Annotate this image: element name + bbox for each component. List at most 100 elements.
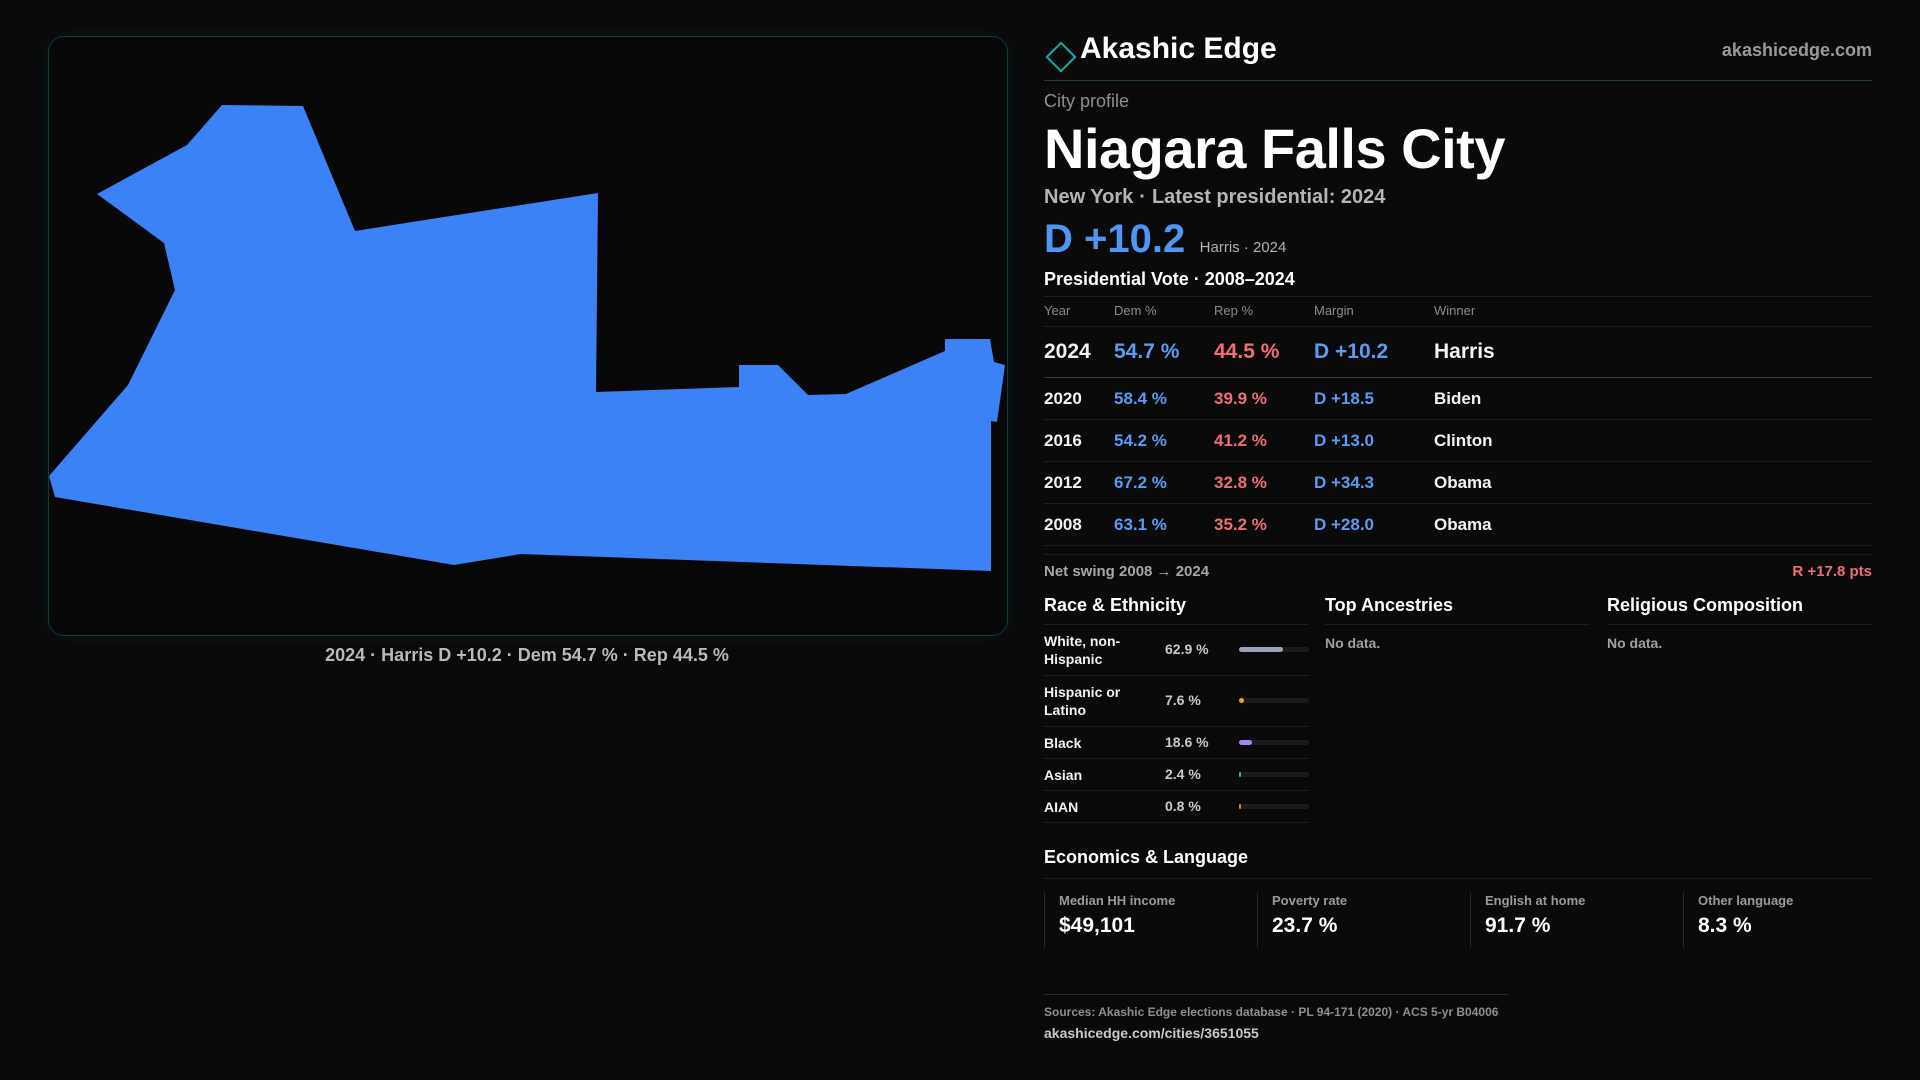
table-row: 2024 54.7 % 44.5 % D +10.2 Harris <box>1044 326 1872 378</box>
stat-label: Poverty rate <box>1272 893 1348 908</box>
race-bar-track <box>1239 647 1309 652</box>
religion-section: Religious Composition No data. <box>1607 589 1872 651</box>
column-header-rep: Rep % <box>1214 296 1314 327</box>
headline-margin: D +10.2 <box>1044 217 1186 261</box>
race-label: Asian <box>1044 767 1083 783</box>
race-bar <box>1239 804 1242 809</box>
table-row: 2016 54.2 % 41.2 % D +13.0 Clinton <box>1044 419 1872 462</box>
economics-heading: Economics & Language <box>1044 847 1872 879</box>
table-row: 2012 67.2 % 32.8 % D +34.3 Obama <box>1044 461 1872 504</box>
dem-share-cell: 63.1 % <box>1114 503 1214 546</box>
race-row: AIAN 0.8 % <box>1044 791 1309 823</box>
headline-note: Harris · 2024 <box>1199 239 1287 256</box>
race-row: Hispanic or Latino 7.6 % <box>1044 676 1309 727</box>
race-bar-track <box>1239 698 1309 703</box>
brand-header: Akashic Edge akashicedge.com <box>1044 30 1872 81</box>
race-value: 18.6 % <box>1165 734 1209 750</box>
poverty-rate-stat: Poverty rate 23.7 % <box>1257 893 1468 947</box>
profile-subtitle: New York · Latest presidential: 2024 <box>1044 186 1386 208</box>
net-swing-label: Net swing 2008 → 2024 <box>1044 563 1210 580</box>
margin-cell: D +13.0 <box>1314 419 1434 462</box>
rep-share-cell: 41.2 % <box>1214 419 1314 462</box>
column-header-year: Year <box>1044 296 1114 327</box>
race-bar <box>1239 740 1253 745</box>
footer: Sources: Akashic Edge elections database… <box>1044 994 1508 1041</box>
table-row: 2008 63.1 % 35.2 % D +28.0 Obama <box>1044 503 1872 546</box>
column-header-dem: Dem % <box>1114 296 1214 327</box>
city-boundary-shape[interactable] <box>49 105 1005 571</box>
race-value: 62.9 % <box>1165 641 1209 657</box>
dem-share-cell: 54.2 % <box>1114 419 1214 462</box>
table-header-row: Year Dem % Rep % Margin Winner <box>1044 296 1872 327</box>
year-cell: 2008 <box>1044 503 1114 546</box>
other-language-stat: Other language 8.3 % <box>1683 893 1894 947</box>
race-row: Asian 2.4 % <box>1044 759 1309 791</box>
stat-label: Other language <box>1698 893 1794 908</box>
winner-cell: Obama <box>1434 503 1872 546</box>
rep-share-cell: 44.5 % <box>1214 326 1314 378</box>
year-cell: 2024 <box>1044 326 1114 378</box>
race-ethnicity-heading: Race & Ethnicity <box>1044 589 1309 625</box>
year-cell: 2020 <box>1044 377 1114 420</box>
year-cell: 2016 <box>1044 419 1114 462</box>
winner-cell: Obama <box>1434 461 1872 504</box>
race-row: Black 18.6 % <box>1044 727 1309 759</box>
race-value: 0.8 % <box>1165 798 1201 814</box>
brand-url-link[interactable]: akashicedge.com <box>1721 40 1872 60</box>
stat-label: Median HH income <box>1059 893 1176 908</box>
column-header-winner: Winner <box>1434 296 1872 327</box>
stat-value: 91.7 % <box>1485 914 1551 937</box>
latest-election: Latest presidential: 2024 <box>1151 186 1386 208</box>
profile-eyebrow: City profile <box>1044 91 1130 111</box>
stat-value: 23.7 % <box>1272 914 1338 937</box>
net-swing-row: Net swing 2008 → 2024 R +17.8 pts <box>1044 554 1872 585</box>
state-name: New York <box>1044 186 1134 208</box>
city-boundary-map <box>49 105 1005 571</box>
presidential-vote-heading: Presidential Vote · 2008–2024 <box>1044 269 1295 289</box>
race-label: Hispanic or Latino <box>1044 684 1121 718</box>
headline-result: D +10.2 Harris · 2024 <box>1044 217 1872 263</box>
margin-cell: D +10.2 <box>1314 326 1434 378</box>
stat-label: English at home <box>1485 893 1586 908</box>
race-bar <box>1239 647 1284 652</box>
profile-panel: Akashic Edge akashicedge.com City profil… <box>1044 30 1872 963</box>
race-bar-track <box>1239 740 1309 745</box>
race-label: White, non-Hispanic <box>1044 633 1121 667</box>
ancestries-section: Top Ancestries No data. <box>1325 589 1590 651</box>
margin-cell: D +34.3 <box>1314 461 1434 504</box>
median-income-stat: Median HH income $49,101 <box>1044 893 1255 947</box>
race-label: AIAN <box>1044 799 1079 815</box>
economics-grid: Median HH income $49,101 Poverty rate 23… <box>1044 893 1872 963</box>
table-row: 2020 58.4 % 39.9 % D +18.5 Biden <box>1044 377 1872 420</box>
page-url-link[interactable]: akashicedge.com/cities/3651055 <box>1044 1025 1259 1041</box>
rep-share-cell: 39.9 % <box>1214 377 1314 420</box>
ancestries-heading: Top Ancestries <box>1325 589 1590 625</box>
winner-cell: Harris <box>1434 326 1872 378</box>
race-value: 2.4 % <box>1165 766 1201 782</box>
english-at-home-stat: English at home 91.7 % <box>1470 893 1681 947</box>
city-map[interactable] <box>48 36 1008 636</box>
column-header-margin: Margin <box>1314 296 1434 327</box>
demographics-columns: Race & Ethnicity White, non-Hispanic 62.… <box>1044 589 1872 839</box>
diamond-icon <box>1045 41 1077 73</box>
page-title: Niagara Falls City <box>1044 117 1505 180</box>
race-label: Black <box>1044 735 1082 751</box>
dem-share-cell: 67.2 % <box>1114 461 1214 504</box>
brand-name[interactable]: Akashic Edge <box>1080 32 1277 65</box>
margin-cell: D +18.5 <box>1314 377 1434 420</box>
race-value: 7.6 % <box>1165 692 1201 708</box>
rep-share-cell: 32.8 % <box>1214 461 1314 504</box>
stat-value: 8.3 % <box>1698 914 1752 937</box>
net-swing-value: R +17.8 pts <box>1792 563 1872 580</box>
winner-cell: Clinton <box>1434 419 1872 462</box>
race-ethnicity-section: Race & Ethnicity White, non-Hispanic 62.… <box>1044 589 1309 823</box>
dem-share-cell: 54.7 % <box>1114 326 1214 378</box>
race-bar-track <box>1239 804 1309 809</box>
religion-empty-text: No data. <box>1607 635 1663 651</box>
winner-cell: Biden <box>1434 377 1872 420</box>
ancestries-empty-text: No data. <box>1325 635 1381 651</box>
stat-value: $49,101 <box>1059 914 1135 937</box>
year-cell: 2012 <box>1044 461 1114 504</box>
presidential-vote-table: Year Dem % Rep % Margin Winner 2024 54.7… <box>1044 296 1872 546</box>
map-caption: 2024 · Harris D +10.2 · Dem 54.7 % · Rep… <box>325 645 729 665</box>
